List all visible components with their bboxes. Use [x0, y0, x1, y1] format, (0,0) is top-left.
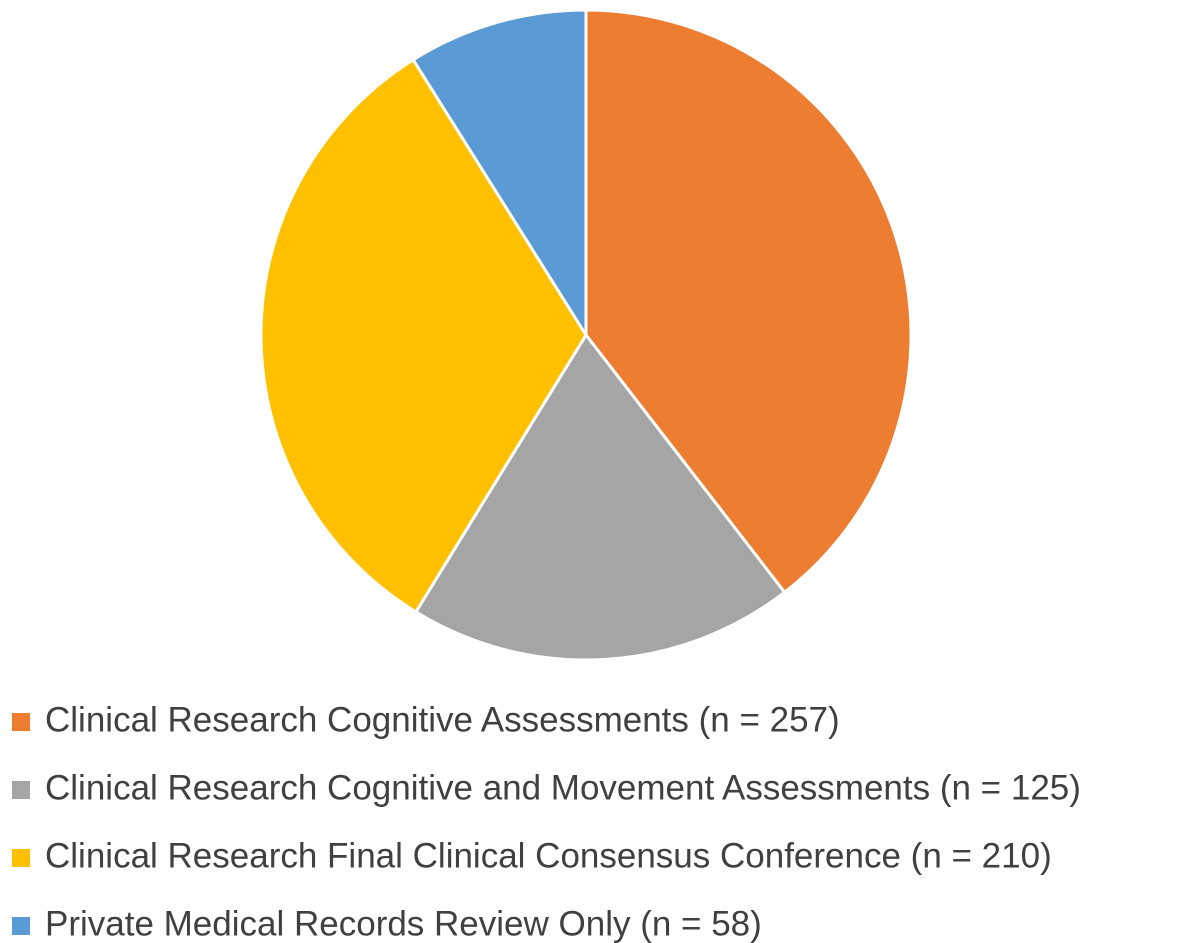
legend-label: Clinical Research Cognitive Assessments …	[45, 700, 840, 739]
pie-slice	[411, 8, 588, 337]
legend-label: Private Medical Records Review Only (n =…	[45, 904, 762, 943]
pie-slice	[584, 8, 913, 594]
legend-swatch	[12, 781, 30, 799]
legend-swatch	[12, 849, 30, 867]
legend-label: Clinical Research Cognitive and Movement…	[45, 768, 1081, 807]
legend-label: Clinical Research Final Clinical Consens…	[45, 836, 1052, 875]
legend-swatch	[12, 713, 30, 731]
pie-slice	[414, 333, 787, 662]
legend-swatch	[12, 917, 30, 935]
pie-slice	[259, 58, 588, 614]
